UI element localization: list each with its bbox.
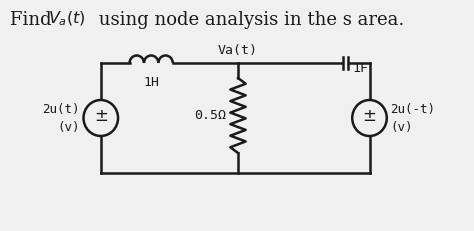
Text: ±: ± xyxy=(363,107,376,125)
Text: 1F: 1F xyxy=(352,61,368,75)
Text: (v): (v) xyxy=(57,121,80,134)
Text: 0.5Ω: 0.5Ω xyxy=(194,109,227,122)
Text: Find: Find xyxy=(9,11,57,29)
Text: Va(t): Va(t) xyxy=(218,44,258,57)
Text: (v): (v) xyxy=(391,121,413,134)
Text: $V_a(t)$: $V_a(t)$ xyxy=(48,10,86,28)
Text: ±: ± xyxy=(94,107,108,125)
Text: using node analysis in the s area.: using node analysis in the s area. xyxy=(93,11,404,29)
Text: 1H: 1H xyxy=(143,76,159,89)
Text: 2u(-t): 2u(-t) xyxy=(391,103,436,116)
Text: 2u(t): 2u(t) xyxy=(42,103,80,116)
